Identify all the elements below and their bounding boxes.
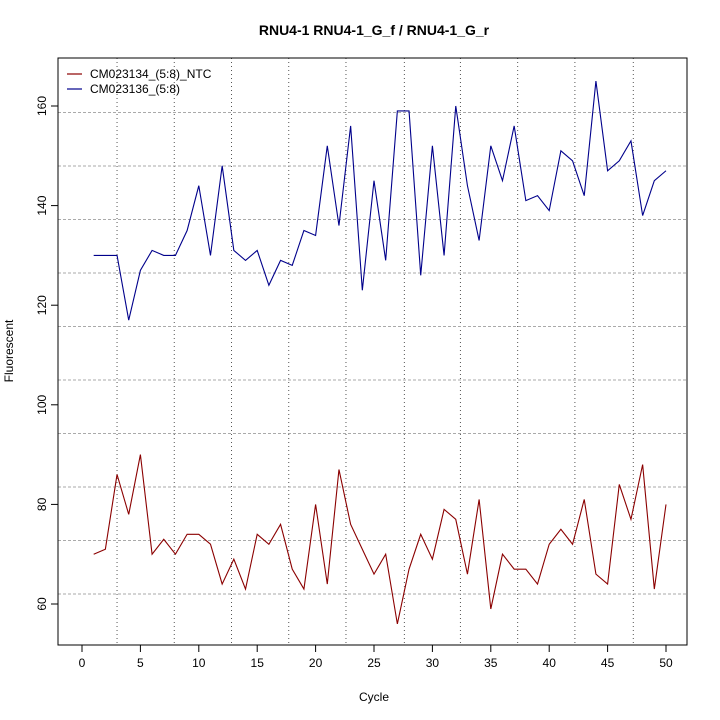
x-tick-label: 5	[137, 656, 144, 670]
y-tick-label: 160	[35, 96, 49, 116]
x-tick-label: 40	[543, 656, 557, 670]
y-tick-label: 60	[35, 597, 49, 611]
x-axis-label: Cycle	[359, 690, 389, 704]
axes: 0 5 10 15 20 25 30 35 40 45 50 60 80 100 120 140 160	[35, 96, 673, 670]
x-tick-label: 35	[484, 656, 498, 670]
x-tick-label: 0	[79, 656, 86, 670]
y-tick-label: 80	[35, 497, 49, 511]
series-line-1	[93, 81, 667, 321]
y-axis-label: Fluorescent	[2, 319, 16, 382]
legend-label-1: CM023136_(5:8)	[90, 82, 180, 96]
x-tick-label: 45	[601, 656, 615, 670]
x-tick-label: 15	[251, 656, 265, 670]
grid	[58, 58, 687, 645]
x-tick-label: 20	[309, 656, 323, 670]
series-line-0	[93, 454, 667, 625]
x-tick-label: 10	[192, 656, 206, 670]
y-tick-label: 140	[35, 195, 49, 215]
x-tick-label: 30	[426, 656, 440, 670]
chart-title: RNU4-1 RNU4-1_G_f / RNU4-1_G_r	[259, 22, 490, 38]
y-tick-label: 120	[35, 295, 49, 315]
series-group	[93, 81, 667, 625]
plot-frame	[57, 57, 688, 646]
legend-label-0: CM023134_(5:8)_NTC	[90, 67, 212, 81]
x-tick-label: 50	[659, 656, 673, 670]
y-tick-label: 100	[35, 394, 49, 414]
x-tick-label: 25	[367, 656, 381, 670]
